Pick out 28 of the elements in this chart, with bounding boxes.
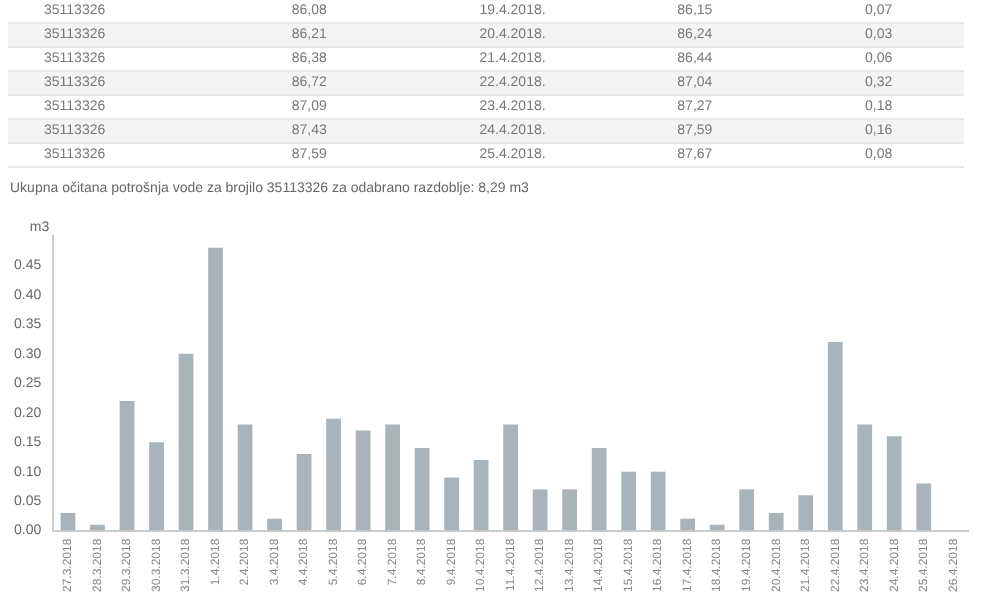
bar <box>562 489 578 531</box>
bar <box>768 512 784 531</box>
bar <box>591 448 607 531</box>
bar <box>414 448 430 531</box>
bar <box>798 495 814 531</box>
bar <box>296 454 312 531</box>
bar <box>444 477 459 531</box>
bar <box>621 471 637 531</box>
bar <box>237 424 253 531</box>
bar <box>60 512 76 531</box>
bar <box>119 400 135 531</box>
bar <box>916 483 932 531</box>
bar <box>503 424 518 531</box>
bar <box>473 459 489 531</box>
bar <box>355 430 371 531</box>
bar <box>680 518 696 531</box>
bar <box>739 489 755 531</box>
bar <box>857 424 873 531</box>
bar <box>827 342 843 531</box>
bar <box>385 424 400 531</box>
bar <box>886 436 902 531</box>
bar <box>532 489 548 531</box>
bar <box>208 247 223 531</box>
bar <box>650 471 666 531</box>
bar <box>267 518 282 531</box>
bar <box>178 353 194 531</box>
bar <box>326 418 341 531</box>
bar <box>149 442 164 531</box>
